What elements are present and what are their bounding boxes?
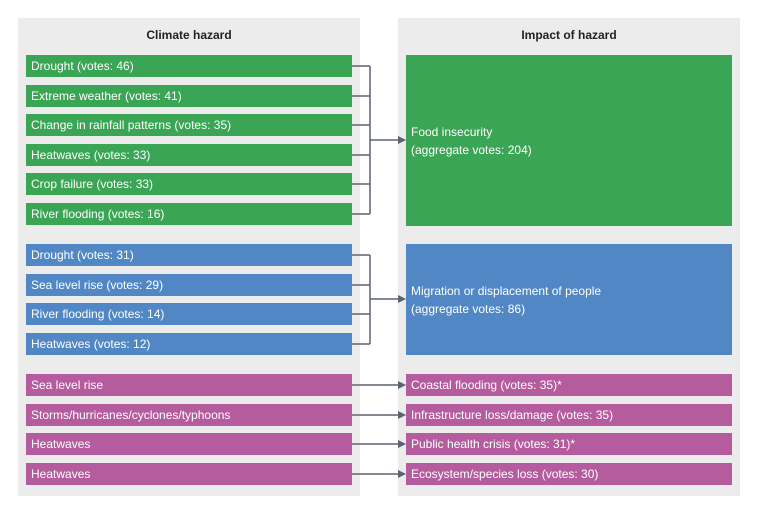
hazard-box-single: Storms/hurricanes/cyclones/typhoons xyxy=(26,404,352,426)
climate-hazard-header: Climate hazard xyxy=(146,28,232,42)
hazard-box-food: Heatwaves (votes: 33) xyxy=(26,144,352,166)
hazard-box-single: Heatwaves xyxy=(26,433,352,455)
food-bracket-connector xyxy=(352,65,406,215)
impact-title: Food insecurity xyxy=(411,124,493,139)
hazard-box-single: Sea level rise xyxy=(26,374,352,396)
hazard-box-food: Change in rainfall patterns (votes: 35) xyxy=(26,114,352,136)
impact-box-single: Ecosystem/species loss (votes: 30) xyxy=(406,463,732,485)
hazard-box-migration: Heatwaves (votes: 12) xyxy=(26,333,352,355)
hazard-box-migration: River flooding (votes: 14) xyxy=(26,303,352,325)
impact-box-single: Coastal flooding (votes: 35)* xyxy=(406,374,732,396)
hazard-box-food: River flooding (votes: 16) xyxy=(26,203,352,225)
impact-header: Impact of hazard xyxy=(521,28,617,42)
hazard-box-migration: Sea level rise (votes: 29) xyxy=(26,274,352,296)
impact-votes: (aggregate votes: 86) xyxy=(411,301,526,316)
impact-title: Migration or displacement of people xyxy=(411,283,602,298)
impact-box-food-insecurity: Food insecurity (aggregate votes: 204) xyxy=(406,55,732,226)
hazard-box-migration: Drought (votes: 31) xyxy=(26,244,352,266)
impact-votes: (aggregate votes: 204) xyxy=(411,142,532,157)
hazard-box-single: Heatwaves xyxy=(26,463,352,485)
impact-box-migration: Migration or displacement of people (agg… xyxy=(406,244,732,355)
migration-bracket-connector xyxy=(352,254,406,345)
hazard-box-food: Extreme weather (votes: 41) xyxy=(26,85,352,107)
impact-box-single: Infrastructure loss/damage (votes: 35) xyxy=(406,404,732,426)
hazard-box-food: Drought (votes: 46) xyxy=(26,55,352,77)
impact-box-single: Public health crisis (votes: 31)* xyxy=(406,433,732,455)
hazard-box-food: Crop failure (votes: 33) xyxy=(26,173,352,195)
